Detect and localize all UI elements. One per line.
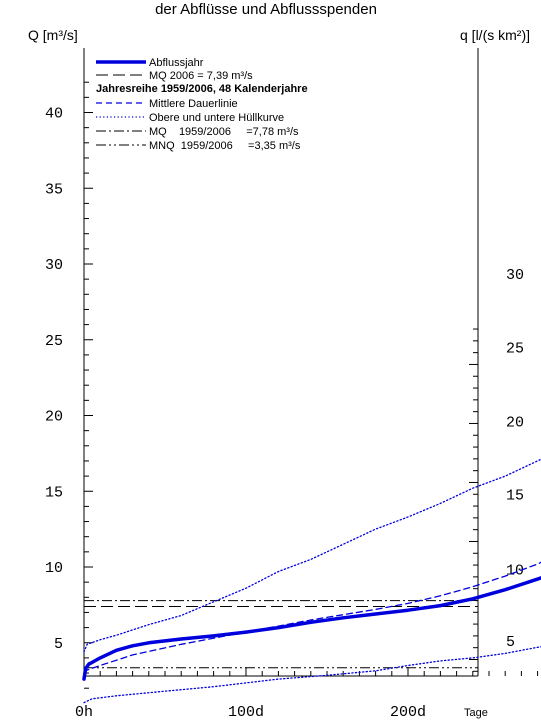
y-left-tick-label: 20 <box>45 409 63 426</box>
legend-label-mq-2006: MQ 2006 = 7,39 m³/s <box>149 70 253 82</box>
legend-label-huellkurve: Obere und untere Hüllkurve <box>149 112 284 124</box>
x-tick-label: 0h <box>75 704 93 721</box>
series-abflussjahr <box>82 575 541 681</box>
chart-title: der Abflüsse und Abflussspenden <box>155 1 377 18</box>
x-tick-label: 200d <box>390 704 426 721</box>
legend-heading: Jahresreihe 1959/2006, 48 Kalenderjahre <box>96 83 308 95</box>
y-left-tick-label: 10 <box>45 560 63 577</box>
legend-label-abflussjahr: Abflussjahr <box>149 57 204 69</box>
y-right-tick-label: 20 <box>506 414 524 431</box>
y-right-tick-label: 10 <box>506 562 524 579</box>
y-right-tick-label: 5 <box>506 634 515 651</box>
y-left-tick-labels: 5 10 15 20 25 30 35 40 <box>45 106 63 653</box>
y-left-tick-label: 40 <box>45 106 63 123</box>
x-tick-labels: 0h100d200d300d <box>75 704 426 721</box>
x-axis-unit-label: Tage <box>464 707 488 719</box>
series-mittlere-dauerlinie <box>83 561 541 674</box>
reference-lines <box>84 600 478 669</box>
series-lines <box>82 458 541 704</box>
y-right-axis-label: q [l/(s km²)] <box>460 27 530 43</box>
series-obere-huellkurve <box>83 458 541 653</box>
y-right-tick-label: 25 <box>506 340 524 357</box>
x-tick-label: 100d <box>228 704 264 721</box>
y-right-tick-label: 15 <box>506 488 524 505</box>
y-left-tick-label: 15 <box>45 484 63 501</box>
y-left-tick-label: 30 <box>45 257 63 274</box>
y-left-tick-label: 25 <box>45 333 63 350</box>
legend-label-mnq-1959-2006: MNQ 1959/2006 =3,35 m³/s <box>149 140 301 152</box>
legend-label-mittlere-dauerlinie: Mittlere Dauerlinie <box>149 98 238 110</box>
y-right-tick-labels: 5 10 15 20 25 30 <box>506 267 524 651</box>
y-left-tick-label: 35 <box>45 181 63 198</box>
y-left-tick-label: 5 <box>54 636 63 653</box>
y-left-axis-label: Q [m³/s] <box>28 27 78 43</box>
y-right-tick-label: 30 <box>506 267 524 284</box>
legend: Abflussjahr MQ 2006 = 7,39 m³/s Jahresre… <box>96 57 308 152</box>
series-untere-huellkurve <box>83 646 541 704</box>
legend-label-mq-1959-2006: MQ 1959/2006 =7,78 m³/s <box>149 126 299 138</box>
